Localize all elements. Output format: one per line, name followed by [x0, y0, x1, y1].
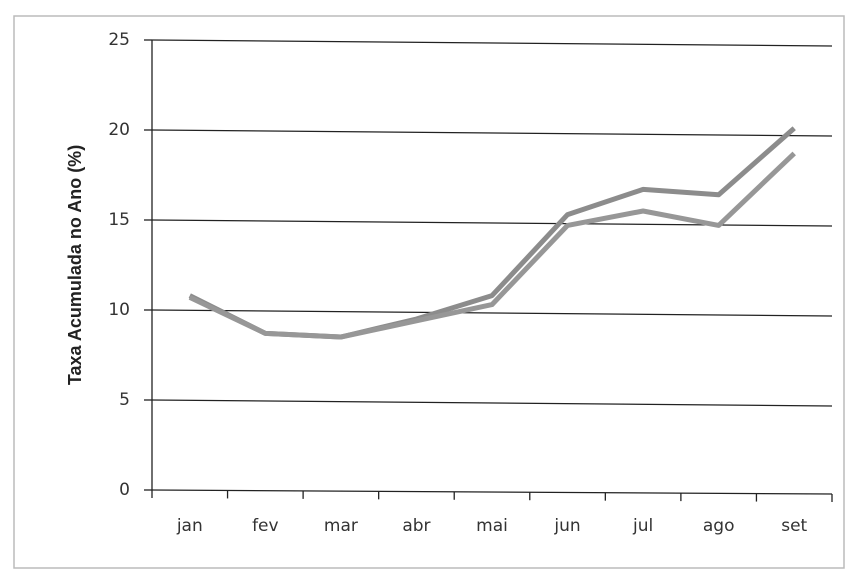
x-tick-label: ago — [703, 516, 735, 536]
grid-line — [151, 129, 833, 137]
grid-line — [151, 39, 833, 47]
x-tick-label: set — [781, 516, 807, 536]
y-tick-label: 25 — [108, 30, 130, 50]
series-line — [188, 151, 796, 340]
x-tick-label: mar — [324, 516, 358, 536]
x-tick-label: jun — [553, 516, 580, 536]
x-tick-label: abr — [402, 516, 430, 536]
y-tick-label: 15 — [108, 210, 130, 230]
grid-line — [151, 309, 833, 317]
x-tick-label: jul — [632, 516, 653, 536]
x-axis — [151, 489, 833, 495]
y-tick-label: 5 — [119, 390, 130, 410]
x-tick-label: fev — [252, 516, 279, 536]
y-tick-label: 10 — [108, 300, 130, 320]
x-tick-label: jan — [176, 516, 203, 536]
y-tick-label: 0 — [119, 480, 130, 500]
grid-line — [151, 399, 833, 407]
x-tick-label: mai — [476, 516, 508, 536]
chart-frame — [13, 15, 845, 569]
y-axis-label: Taxa Acumulada no Ano (%) — [65, 145, 85, 385]
y-tick-label: 20 — [108, 120, 130, 140]
